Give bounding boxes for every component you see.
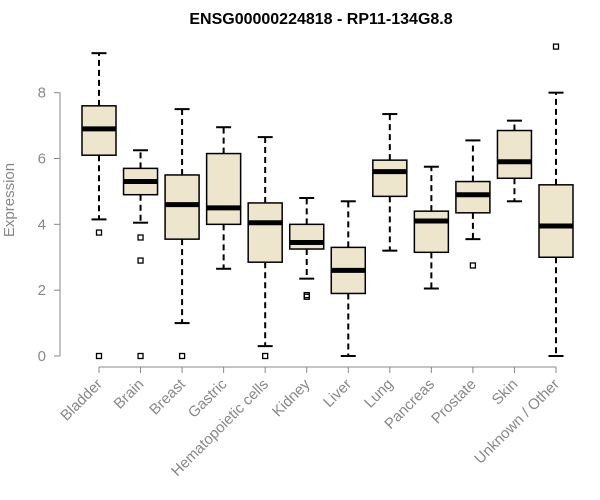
x-tick-label: Lung	[361, 376, 397, 412]
outlier-point	[552, 43, 560, 50]
x-tick-label: Prostate	[428, 376, 480, 428]
box-bladder	[81, 52, 117, 360]
x-tick-label: Liver	[320, 376, 355, 411]
outlier-point	[303, 293, 310, 300]
outlier-point	[303, 291, 310, 299]
y-tick-label: 6	[38, 151, 46, 168]
box-breast	[164, 108, 200, 360]
outlier-point	[137, 257, 144, 264]
iqr-box	[205, 152, 242, 226]
y-tick-label: 2	[38, 282, 46, 299]
x-tick-label: Breast	[146, 375, 189, 418]
boxes-group	[81, 43, 574, 360]
x-tick-label: Bladder	[57, 376, 106, 425]
box-liver	[330, 200, 367, 357]
y-tick-label: 0	[38, 348, 46, 365]
y-axis-label: Expression	[1, 163, 18, 237]
outlier-point	[178, 352, 186, 360]
box-unknown-other	[538, 43, 574, 357]
x-tick-label: Kidney	[269, 375, 314, 420]
box-brain	[122, 149, 159, 360]
outlier-point	[469, 262, 477, 269]
y-tick-label: 4	[38, 216, 46, 233]
y-axis: 0 2 4 6 8	[38, 85, 61, 365]
outlier-point	[137, 352, 144, 360]
iqr-box	[372, 159, 408, 198]
outlier-point	[137, 234, 144, 241]
iqr-box	[247, 202, 283, 263]
chart-title: ENSG00000224818 - RP11-134G8.8	[189, 11, 452, 28]
box-skin	[496, 119, 533, 203]
iqr-box	[496, 129, 533, 179]
iqr-box	[288, 223, 325, 250]
outlier-point	[262, 352, 269, 360]
x-tick-label: Skin	[489, 376, 522, 409]
iqr-box	[538, 184, 574, 258]
box-pancreas	[413, 165, 450, 290]
box-lung	[372, 113, 408, 252]
box-gastric	[205, 126, 242, 270]
x-tick-label: Brain	[111, 376, 148, 413]
box-prostate	[455, 139, 491, 269]
y-tick-label: 8	[38, 85, 46, 102]
outlier-point	[95, 352, 103, 360]
box-kidney	[288, 197, 325, 300]
iqr-box	[413, 210, 450, 254]
box-hematopoietic-cells	[247, 136, 283, 360]
outlier-point	[95, 229, 103, 236]
